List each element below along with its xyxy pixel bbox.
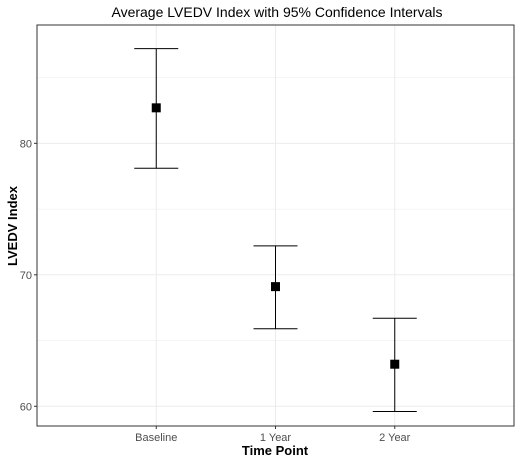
point-layer xyxy=(151,103,400,369)
x-axis-title: Time Point xyxy=(242,443,309,458)
grid-layer xyxy=(37,25,514,426)
y-axis-title: LVEDV Index xyxy=(5,185,20,266)
y-tick-label: 60 xyxy=(20,401,32,413)
y-tick-label: 70 xyxy=(20,270,32,282)
y-tick-label: 80 xyxy=(20,138,32,150)
chart-title: Average LVEDV Index with 95% Confidence … xyxy=(111,4,442,20)
x-tick-label: 2 Year xyxy=(379,432,411,444)
x-tick-label: Baseline xyxy=(135,432,177,444)
axis-layer: 60 70 80 Baseline 1 Year 2 Year xyxy=(20,138,411,444)
mean-point xyxy=(390,359,400,369)
mean-point xyxy=(151,103,161,113)
x-tick-label: 1 Year xyxy=(260,432,292,444)
mean-point xyxy=(271,282,280,292)
